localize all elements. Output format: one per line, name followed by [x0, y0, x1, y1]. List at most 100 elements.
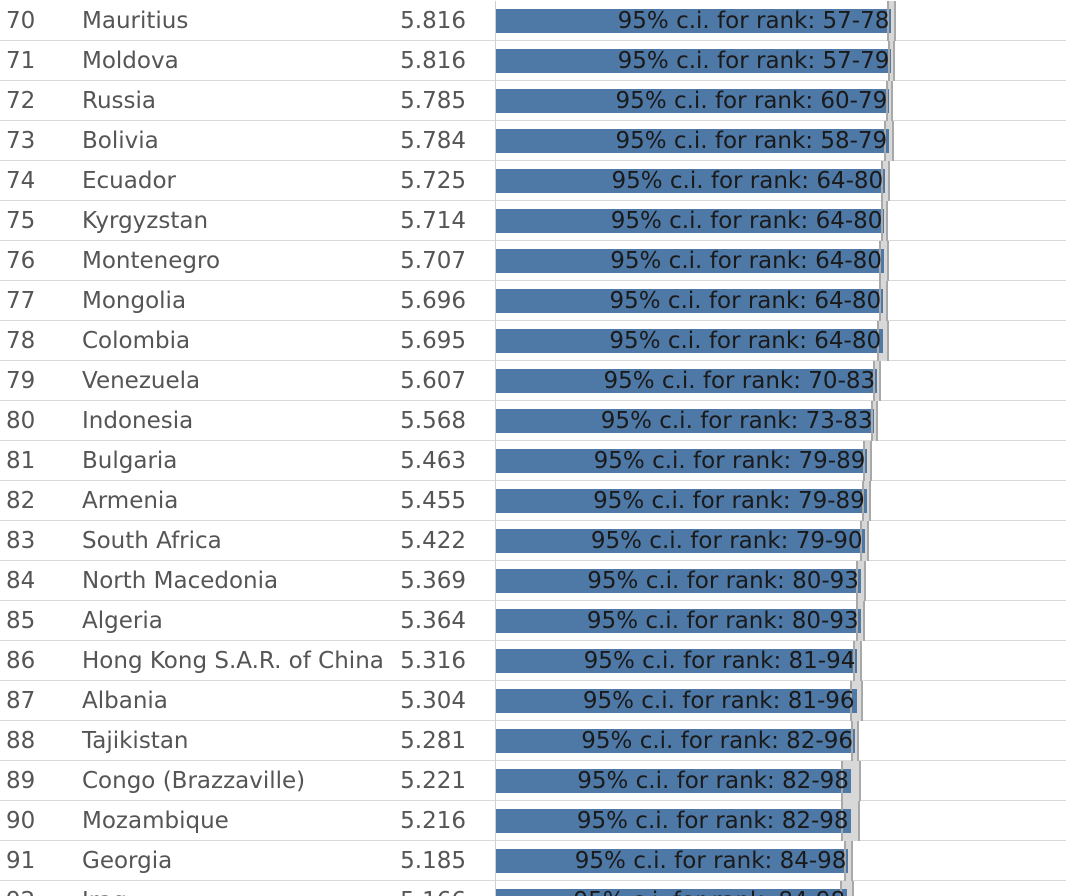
rank-cell: 83 — [6, 528, 36, 554]
country-cell: Venezuela — [82, 368, 201, 394]
score-cell: 5.695 — [400, 328, 466, 354]
confidence-interval-whisker — [863, 601, 866, 641]
rank-cell: 88 — [6, 728, 36, 754]
confidence-interval-whisker — [871, 401, 874, 441]
ci-rank-label: 95% c.i. for rank: 57-78 — [617, 8, 890, 34]
rank-cell: 70 — [6, 8, 36, 34]
score-bar — [496, 369, 878, 393]
confidence-interval-whisker — [886, 241, 889, 281]
ci-rank-label: 95% c.i. for rank: 81-94 — [583, 648, 856, 674]
table-row: 76 Montenegro 5.707 95% c.i. for rank: 64-8… — [0, 241, 1066, 281]
ci-rank-label: 95% c.i. for rank: 64-80 — [611, 168, 884, 194]
score-cell: 5.221 — [400, 768, 466, 794]
country-cell: Armenia — [82, 488, 179, 514]
table-row: 89 Congo (Brazzaville) 5.221 95% c.i. for r… — [0, 761, 1066, 801]
score-cell: 5.816 — [400, 48, 466, 74]
bar-cell: 95% c.i. for rank: 82-98 — [495, 761, 1066, 801]
confidence-interval-whisker — [840, 801, 843, 841]
confidence-interval-band — [884, 121, 895, 161]
confidence-interval-band — [856, 601, 866, 641]
rank-cell: 84 — [6, 568, 36, 594]
ci-rank-label: 95% c.i. for rank: 64-80 — [610, 248, 882, 274]
confidence-interval-whisker — [885, 81, 888, 121]
score-bar — [496, 209, 885, 233]
rank-cell: 87 — [6, 688, 36, 714]
confidence-interval-whisker — [850, 721, 853, 761]
bar-cell: 95% c.i. for rank: 82-96 — [495, 721, 1066, 761]
score-bar — [496, 769, 851, 793]
confidence-interval-whisker — [893, 1, 896, 41]
confidence-interval-whisker — [852, 881, 855, 896]
score-bar — [496, 849, 849, 873]
confidence-interval-whisker — [850, 681, 853, 721]
confidence-interval-whisker — [850, 841, 853, 881]
country-cell: Georgia — [82, 848, 173, 874]
score-cell: 5.166 — [400, 881, 466, 896]
score-cell: 5.304 — [400, 688, 466, 714]
confidence-interval-whisker — [856, 721, 859, 761]
country-cell: Mongolia — [82, 288, 187, 314]
score-cell: 5.463 — [400, 448, 466, 474]
confidence-interval-whisker — [884, 121, 887, 161]
score-cell: 5.455 — [400, 488, 466, 514]
confidence-interval-whisker — [861, 681, 864, 721]
confidence-interval-whisker — [887, 41, 890, 81]
bar-cell: 95% c.i. for rank: 84-98 — [495, 881, 1066, 896]
table-row: 70 Mauritius 5.816 95% c.i. for rank: 57-78 — [0, 1, 1066, 41]
table-row: 84 North Macedonia 5.369 95% c.i. for rank:… — [0, 561, 1066, 601]
bar-cell: 95% c.i. for rank: 64-80 — [495, 161, 1066, 201]
confidence-interval-whisker — [880, 201, 883, 241]
ci-rank-label: 95% c.i. for rank: 64-80 — [609, 328, 882, 354]
bar-cell: 95% c.i. for rank: 64-80 — [495, 201, 1066, 241]
rank-cell: 82 — [6, 488, 36, 514]
ci-rank-label: 95% c.i. for rank: 84-98 — [574, 848, 847, 874]
confidence-interval-whisker — [886, 1, 889, 41]
score-cell: 5.369 — [400, 568, 466, 594]
score-bar — [496, 169, 886, 193]
score-bar — [496, 809, 851, 833]
table-row: 82 Armenia 5.455 95% c.i. for rank: 79-89 — [0, 481, 1066, 521]
score-cell: 5.707 — [400, 248, 466, 274]
bar-cell: 95% c.i. for rank: 64-80 — [495, 281, 1066, 321]
country-cell: Colombia — [82, 328, 191, 354]
country-cell: Moldova — [82, 48, 179, 74]
rank-cell: 80 — [6, 408, 36, 434]
country-cell: Congo (Brazzaville) — [82, 768, 306, 794]
confidence-interval-whisker — [877, 321, 880, 361]
ci-rank-label: 95% c.i. for rank: 84-98 — [496, 881, 845, 896]
confidence-interval-whisker — [863, 441, 866, 481]
score-cell: 5.364 — [400, 608, 466, 634]
ci-rank-label: 95% c.i. for rank: 79-89 — [593, 448, 866, 474]
ci-rank-label: 95% c.i. for rank: 82-96 — [581, 728, 853, 754]
table-row: 81 Bulgaria 5.463 95% c.i. for rank: 79-89 — [0, 441, 1066, 481]
country-cell: Montenegro — [82, 248, 221, 274]
country-cell: Algeria — [82, 608, 163, 634]
confidence-interval-whisker — [869, 441, 872, 481]
bar-cell: 95% c.i. for rank: 57-79 — [495, 41, 1066, 81]
ci-rank-label: 95% c.i. for rank: 80-93 — [586, 608, 859, 634]
confidence-interval-whisker — [892, 121, 895, 161]
rank-cell: 78 — [6, 328, 36, 354]
confidence-interval-band — [862, 481, 872, 521]
bar-cell: 95% c.i. for rank: 58-79 — [495, 121, 1066, 161]
table-row: 75 Kyrgyzstan 5.714 95% c.i. for rank: 64-8… — [0, 201, 1066, 241]
score-cell: 5.784 — [400, 128, 466, 154]
score-bar — [496, 569, 861, 593]
bar-cell: 95% c.i. for rank: 64-80 — [495, 241, 1066, 281]
country-cell: Albania — [82, 688, 168, 714]
country-cell: Ecuador — [82, 168, 176, 194]
country-cell: Indonesia — [82, 408, 194, 434]
ci-rank-label: 95% c.i. for rank: 79-89 — [593, 488, 865, 514]
bar-cell: 95% c.i. for rank: 81-96 — [495, 681, 1066, 721]
country-cell: Hong Kong S.A.R. of China — [82, 648, 384, 674]
score-bar — [496, 49, 892, 73]
score-bar — [496, 649, 858, 673]
confidence-interval-band — [860, 521, 870, 561]
table-row: 83 South Africa 5.422 95% c.i. for rank: 79… — [0, 521, 1066, 561]
table-row: 78 Colombia 5.695 95% c.i. for rank: 64-80 — [0, 321, 1066, 361]
table-row: 71 Moldova 5.816 95% c.i. for rank: 57-79 — [0, 41, 1066, 81]
score-bar — [496, 489, 867, 513]
rank-cell: 92 — [6, 881, 35, 896]
score-bar — [496, 689, 857, 713]
confidence-interval-whisker — [873, 361, 876, 401]
